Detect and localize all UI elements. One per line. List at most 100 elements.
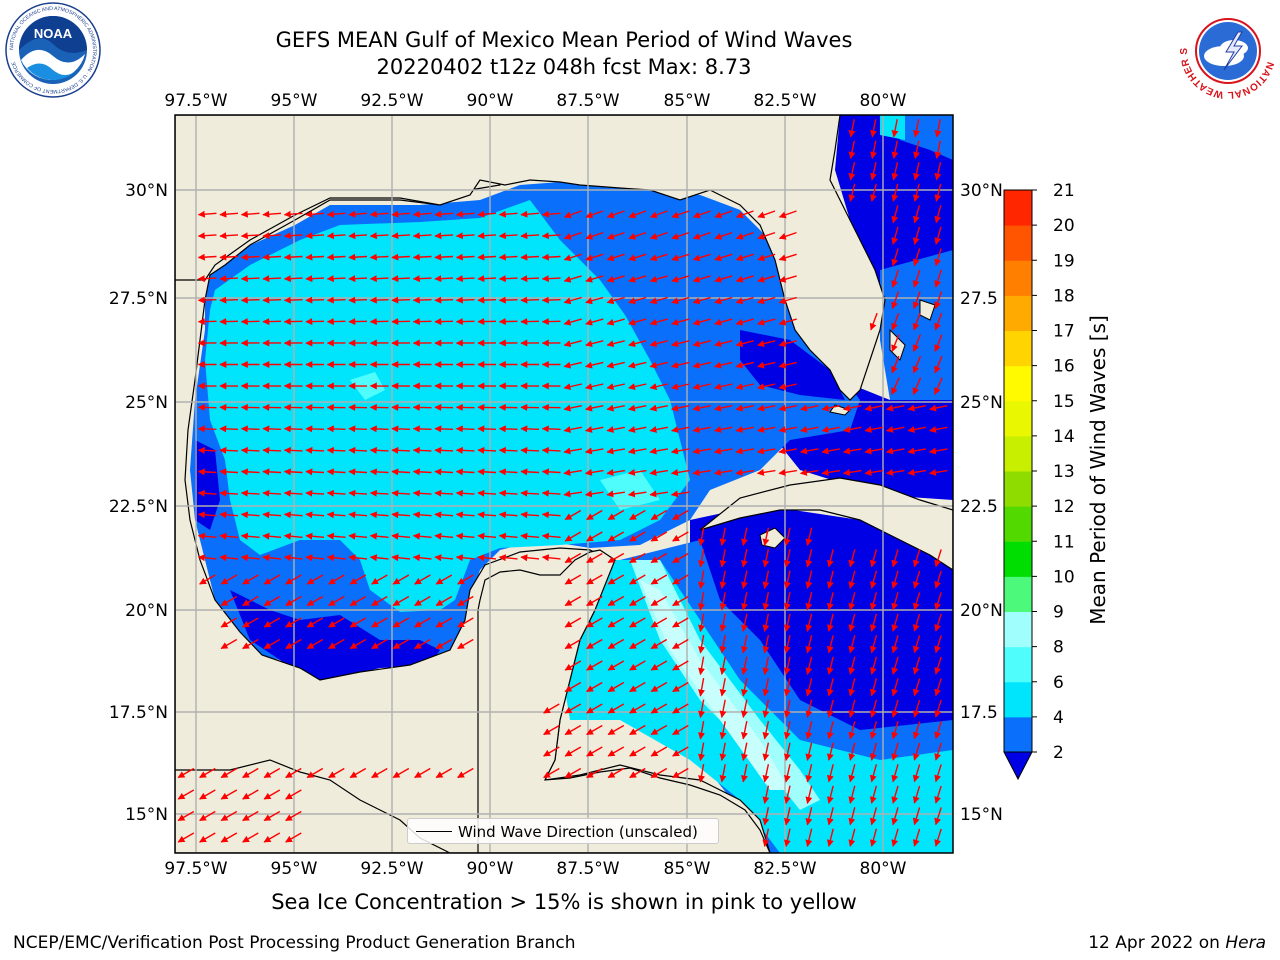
wave-direction-arrow-782 bbox=[629, 767, 646, 779]
wave-direction-arrow-63 bbox=[455, 232, 475, 240]
wave-direction-arrow-395 bbox=[735, 447, 755, 455]
wave-direction-arrow-739 bbox=[826, 721, 834, 740]
wave-direction-arrow-792 bbox=[848, 764, 856, 783]
wave-direction-arrow-121 bbox=[369, 275, 389, 283]
wave-direction-arrow-591 bbox=[435, 595, 453, 607]
wave-direction-arrow-475 bbox=[455, 511, 475, 519]
wave-direction-arrow-770 bbox=[306, 767, 324, 779]
wave-direction-arrow-766 bbox=[220, 767, 238, 779]
wave-direction-arrow-113 bbox=[197, 275, 217, 283]
wave-direction-arrow-746 bbox=[564, 746, 582, 757]
wave-direction-arrow-710 bbox=[607, 703, 625, 714]
wave-direction-arrow-803 bbox=[762, 785, 770, 804]
wave-direction-arrow-405 bbox=[197, 468, 217, 476]
wave-direction-arrow-706 bbox=[934, 678, 942, 697]
wave-direction-arrow-39 bbox=[606, 210, 625, 219]
wave-direction-arrow-564 bbox=[586, 574, 603, 585]
wave-direction-arrow-841 bbox=[934, 828, 942, 847]
wave-direction-arrow-386 bbox=[541, 446, 561, 454]
wave-direction-arrow-684 bbox=[848, 656, 856, 675]
wave-direction-arrow-752 bbox=[698, 742, 705, 762]
wave-direction-arrow-772 bbox=[349, 767, 367, 779]
wave-direction-arrow-538 bbox=[698, 548, 705, 568]
wave-direction-arrow-427 bbox=[670, 468, 690, 476]
wave-direction-arrow-51 bbox=[197, 232, 217, 240]
wave-direction-arrow-744 bbox=[934, 721, 942, 740]
wave-direction-arrow-494 bbox=[369, 532, 389, 540]
wave-direction-arrow-333 bbox=[907, 404, 926, 412]
wave-direction-arrow-470 bbox=[348, 511, 368, 519]
lon-tick-bottom-0: 97.5°W bbox=[164, 859, 227, 879]
wave-direction-arrow-9 bbox=[934, 140, 942, 159]
wave-direction-arrow-445 bbox=[305, 489, 325, 497]
wave-direction-arrow-821 bbox=[826, 807, 834, 826]
wave-direction-arrow-556 bbox=[328, 574, 345, 585]
wave-direction-arrow-572 bbox=[762, 570, 770, 589]
wave-direction-arrow-36 bbox=[541, 210, 561, 218]
wave-direction-arrow-171 bbox=[778, 296, 797, 305]
wave-direction-arrow-520 bbox=[305, 554, 325, 562]
wave-direction-arrow-659 bbox=[698, 634, 705, 654]
wave-direction-arrow-783 bbox=[650, 767, 668, 779]
wave-direction-arrow-421 bbox=[541, 468, 561, 476]
wave-direction-arrow-623 bbox=[564, 617, 582, 628]
colorbar-label-13: 18 bbox=[1053, 286, 1075, 306]
wave-direction-arrow-696 bbox=[719, 678, 727, 697]
wave-direction-arrow-483 bbox=[629, 509, 646, 521]
wave-direction-arrow-5 bbox=[848, 140, 856, 159]
wave-direction-arrow-780 bbox=[586, 767, 603, 779]
wave-direction-arrow-762 bbox=[912, 742, 921, 761]
wave-direction-arrow-193 bbox=[585, 318, 604, 326]
wave-direction-arrow-436 bbox=[864, 468, 884, 476]
wave-direction-arrow-630 bbox=[719, 613, 727, 632]
wave-direction-arrow-90 bbox=[369, 253, 389, 261]
wave-direction-arrow-29 bbox=[391, 210, 411, 218]
wave-direction-arrow-788 bbox=[762, 764, 770, 783]
wave-direction-arrow-368 bbox=[907, 426, 926, 433]
colorbar-segment-7 bbox=[1004, 471, 1032, 507]
wave-direction-arrow-482 bbox=[607, 509, 625, 521]
wave-direction-arrow-392 bbox=[670, 447, 690, 455]
wave-direction-arrow-144 bbox=[197, 296, 217, 304]
wave-direction-arrow-819 bbox=[783, 807, 791, 826]
wave-direction-arrow-785 bbox=[698, 763, 705, 783]
wave-direction-arrow-805 bbox=[805, 785, 813, 804]
wave-direction-arrow-507 bbox=[650, 531, 668, 542]
wave-direction-arrow-536 bbox=[650, 552, 668, 564]
lon-tick-bottom-1: 95°W bbox=[271, 859, 318, 879]
wave-direction-arrow-61 bbox=[412, 232, 432, 240]
wave-direction-arrow-231 bbox=[714, 340, 733, 348]
wave-direction-arrow-551 bbox=[220, 574, 238, 585]
wave-direction-arrow-458 bbox=[584, 490, 604, 498]
wave-direction-arrow-172 bbox=[891, 291, 900, 310]
wave-direction-arrow-106 bbox=[714, 253, 733, 262]
wave-direction-arrow-388 bbox=[584, 447, 604, 455]
wave-direction-arrow-137 bbox=[714, 275, 733, 283]
wave-direction-arrow-455 bbox=[520, 489, 540, 497]
wave-direction-arrow-510 bbox=[719, 527, 727, 546]
wave-direction-arrow-136 bbox=[692, 275, 711, 283]
colorbar-extend-arrow bbox=[1003, 751, 1033, 781]
nws-logo: NATIONAL WEATHER SERVICE bbox=[1178, 2, 1276, 100]
wave-direction-arrow-721 bbox=[848, 699, 856, 718]
wave-direction-arrow-645 bbox=[306, 638, 324, 650]
wave-direction-arrow-518 bbox=[262, 554, 282, 562]
wave-direction-arrow-692 bbox=[629, 681, 646, 693]
wave-direction-arrow-760 bbox=[869, 742, 878, 761]
wave-direction-arrow-650 bbox=[414, 638, 431, 650]
wave-direction-arrow-259 bbox=[649, 361, 668, 369]
colorbar-label-9: 14 bbox=[1053, 427, 1075, 447]
wave-direction-arrow-26 bbox=[326, 210, 346, 218]
wave-direction-arrow-663 bbox=[783, 635, 791, 654]
wave-direction-arrow-756 bbox=[783, 742, 791, 761]
lat-tick-left-3: 22.5°N bbox=[109, 497, 168, 517]
wave-direction-arrow-597 bbox=[650, 595, 668, 607]
lon-tick-bottom-7: 80°W bbox=[860, 859, 907, 879]
colorbar-segment-2 bbox=[1004, 646, 1032, 683]
land-cuba bbox=[699, 477, 953, 571]
wave-direction-arrow-479 bbox=[541, 511, 561, 519]
wave-direction-arrow-50 bbox=[934, 205, 942, 224]
wave-direction-arrow-32 bbox=[455, 210, 475, 218]
wave-direction-arrow-582 bbox=[242, 595, 259, 607]
wave-direction-arrow-128 bbox=[520, 275, 540, 283]
